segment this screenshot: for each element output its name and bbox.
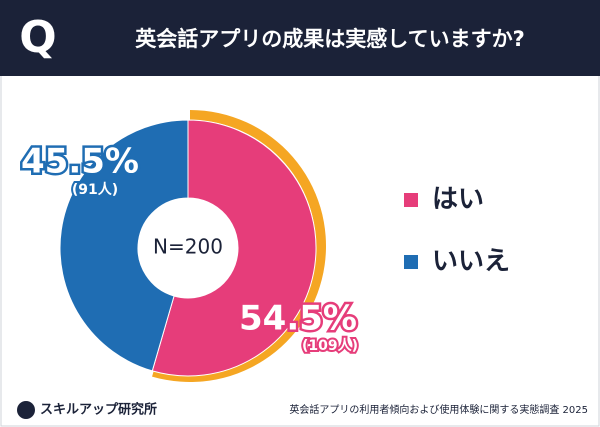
- brand-logo: [17, 401, 35, 419]
- count-label: (109人): [302, 337, 358, 354]
- count-label: (91人): [72, 181, 118, 198]
- chart-title: 英会話アプリの成果は実感していますか?: [135, 27, 525, 51]
- legend-swatch: [404, 193, 418, 207]
- value-label: 54.5%: [239, 299, 357, 339]
- source: 英会話アプリの利用者傾向および使用体験に関する実態調査 2025: [289, 403, 588, 416]
- brand: スキルアップ研究所: [40, 402, 157, 418]
- value-label: 45.5%: [21, 142, 139, 182]
- legend-label: いいえ: [432, 247, 510, 277]
- donut-slice: [59, 119, 189, 372]
- donut-slice: [151, 119, 317, 377]
- legend-label: はい: [432, 185, 484, 215]
- header-band: [0, 0, 600, 76]
- legend-swatch: [404, 255, 418, 269]
- center-label: N=200: [153, 235, 223, 259]
- header-icon: Q: [19, 12, 56, 63]
